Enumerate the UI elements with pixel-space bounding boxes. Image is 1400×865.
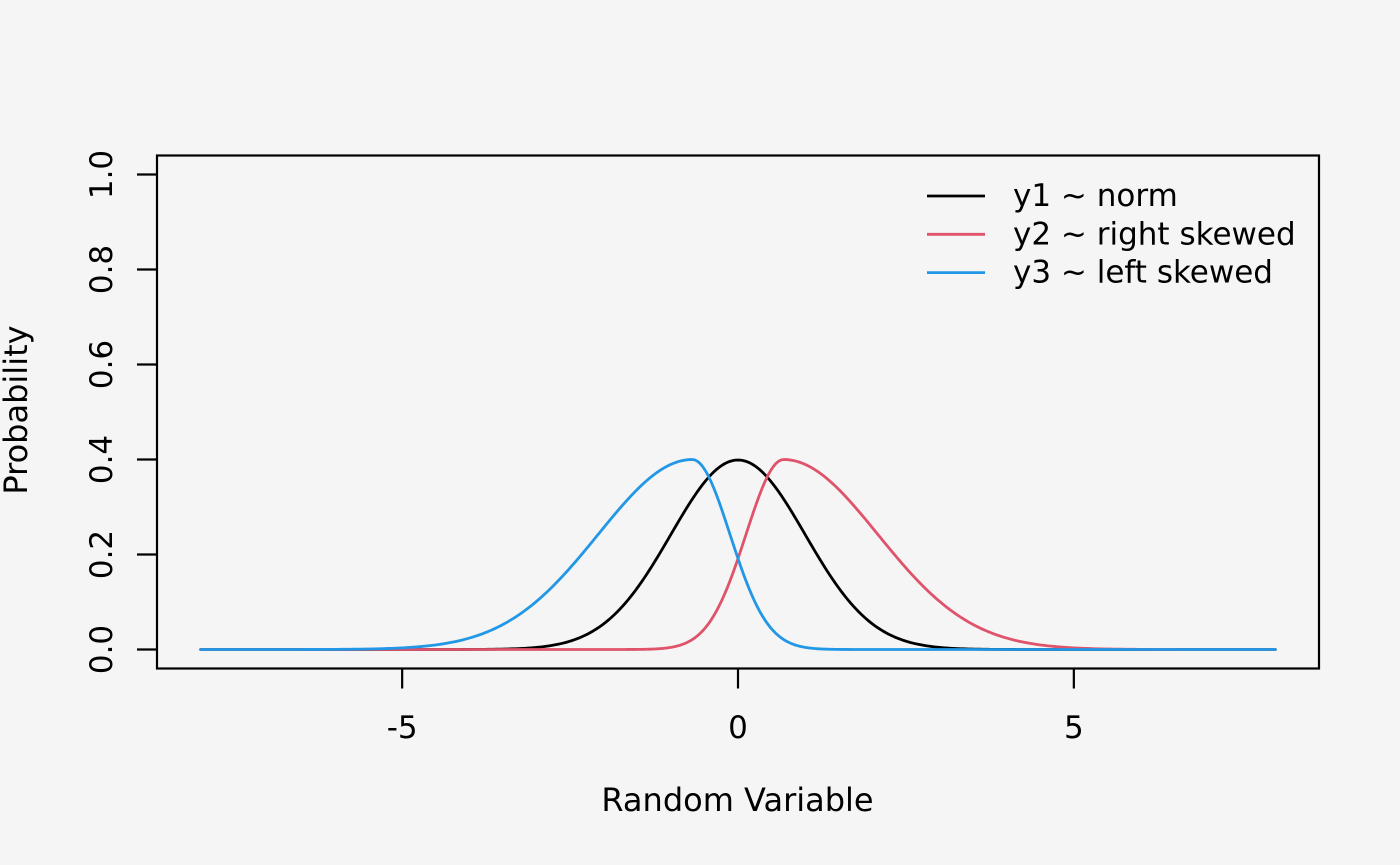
legend-label-y3: y3 ~ left skewed bbox=[1013, 255, 1273, 291]
x-tick-label: -5 bbox=[387, 710, 418, 746]
y-tick-label: 1.0 bbox=[84, 150, 120, 199]
curves bbox=[199, 458, 1277, 651]
x-tick-label: 5 bbox=[1064, 710, 1084, 746]
x-tick-label: 0 bbox=[728, 710, 748, 746]
y-tick-label: 0.8 bbox=[84, 245, 120, 294]
y-axis-ticks: 0.0 0.2 0.4 0.6 0.8 1.0 bbox=[84, 150, 157, 674]
legend-label-y1: y1 ~ norm bbox=[1013, 178, 1178, 214]
legend-label-y2: y2 ~ right skewed bbox=[1013, 216, 1296, 252]
y-tick-label: 0.2 bbox=[84, 530, 120, 579]
y-tick-label: 0.0 bbox=[84, 625, 120, 674]
y-tick-label: 0.6 bbox=[84, 340, 120, 389]
y-axis-title: Probability bbox=[0, 325, 35, 494]
curve-y3 bbox=[199, 458, 1277, 651]
y-tick-label: 0.4 bbox=[84, 435, 120, 484]
x-axis-ticks: -5 0 5 bbox=[387, 668, 1084, 746]
x-axis-title: Random Variable bbox=[601, 781, 873, 819]
